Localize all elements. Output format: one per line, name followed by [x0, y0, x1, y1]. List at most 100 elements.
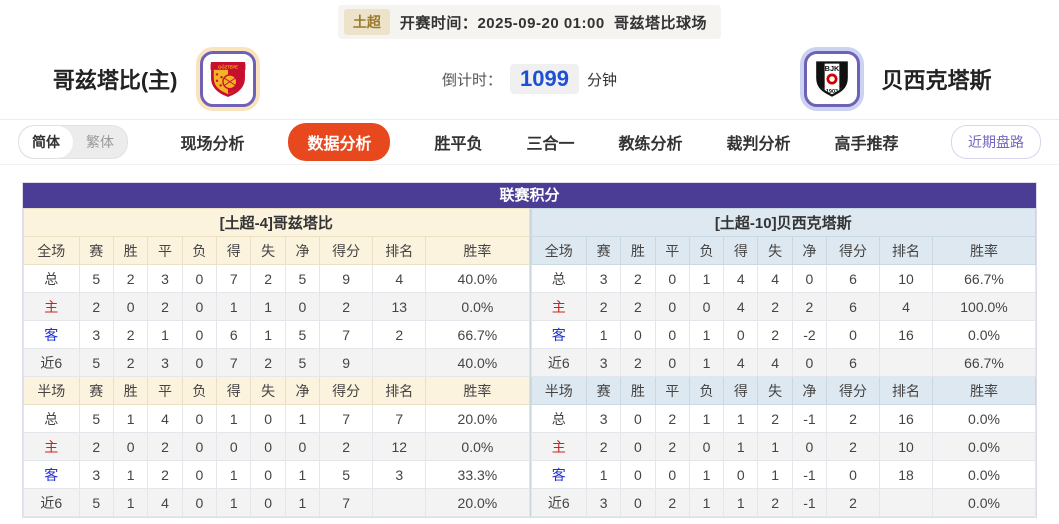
stat-cell: 1 — [216, 292, 252, 321]
stat-cell: 0 — [654, 320, 690, 349]
goztepe-crest-icon: GÖZTEPE — [210, 62, 245, 97]
stat-cell: 0 — [181, 292, 218, 321]
stat-cell: 胜率 — [932, 376, 1036, 405]
tab-5[interactable]: 裁判分析 — [726, 136, 791, 153]
match-header: 哥兹塔比(主) GÖZTEPE 倒计时： 1099 分钟 — [0, 39, 1059, 119]
row-label: 总 — [530, 404, 587, 433]
stat-cell: 5 — [284, 320, 321, 349]
row-label: 总 — [23, 404, 80, 433]
match-info-bar: 土超 开赛时间：2025-09-20 01:00 哥兹塔比球场 — [0, 0, 1059, 39]
row-label: 总 — [23, 264, 80, 293]
stat-cell: 2 — [78, 432, 114, 461]
half-time-data-row: 总 3 0 2 1 1 2 -1 2 16 0.0% — [530, 404, 1036, 433]
svg-text:GÖZTEPE: GÖZTEPE — [218, 64, 238, 69]
stat-cell: 5 — [78, 488, 114, 517]
row-label: 主 — [23, 432, 80, 461]
stat-cell: 得 — [216, 376, 252, 405]
stat-cell: 4 — [723, 348, 759, 377]
stat-cell — [879, 488, 933, 517]
stat-cell: 6 — [826, 348, 881, 377]
stat-cell: 2 — [654, 488, 690, 517]
stat-cell: 2 — [147, 432, 183, 461]
stat-cell: 0 — [826, 320, 881, 349]
row-label: 半场 — [530, 376, 587, 405]
row-label: 客 — [530, 460, 587, 489]
stat-cell: 12 — [372, 432, 427, 461]
full-time-data-row: 客 1 0 0 1 0 2 -2 0 16 0.0% — [530, 320, 1036, 349]
stat-cell: 10 — [879, 264, 933, 293]
row-label: 主 — [530, 432, 587, 461]
stat-cell: 0 — [181, 432, 218, 461]
stat-cell: 0 — [284, 432, 321, 461]
stat-cell: 平 — [654, 236, 690, 265]
stat-cell: 胜 — [112, 376, 149, 405]
stat-cell: 得分 — [826, 376, 881, 405]
stat-cell: 16 — [879, 320, 933, 349]
stat-cell: 1 — [688, 460, 725, 489]
half-time-data-row: 主 2 0 2 0 1 1 0 2 10 0.0% — [530, 432, 1036, 461]
stat-cell: 7 — [372, 404, 427, 433]
full-time-data-row: 主 2 0 2 0 1 1 0 2 13 0.0% — [23, 292, 530, 321]
stat-cell: 1 — [688, 320, 725, 349]
stat-cell: 16 — [879, 404, 933, 433]
stat-cell: 2 — [250, 264, 286, 293]
stat-cell: 负 — [688, 376, 725, 405]
stat-cell: 赛 — [585, 236, 622, 265]
tab-2[interactable]: 胜平负 — [434, 136, 483, 153]
stat-cell: 7 — [216, 348, 252, 377]
league-badge[interactable]: 土超 — [343, 9, 390, 35]
stat-cell: 6 — [826, 292, 881, 321]
stat-cell: 9 — [319, 348, 374, 377]
lang-traditional-toggle[interactable]: 繁体 — [86, 134, 114, 150]
stat-cell: 平 — [147, 376, 183, 405]
home-team-name: 哥兹塔比(主) — [52, 68, 178, 93]
stat-cell: 2 — [826, 404, 881, 433]
stat-cell: 0 — [620, 404, 656, 433]
stat-cell — [879, 348, 933, 377]
stat-cell: 3 — [78, 320, 114, 349]
row-label: 近6 — [23, 348, 80, 377]
row-label: 客 — [530, 320, 587, 349]
stat-cell: 40.0% — [425, 348, 530, 377]
stat-cell: 40.0% — [425, 264, 530, 293]
stat-cell: 赛 — [78, 376, 114, 405]
tab-4[interactable]: 教练分析 — [618, 136, 683, 153]
tab-3[interactable]: 三合一 — [526, 136, 575, 153]
tab-6[interactable]: 高手推荐 — [834, 136, 899, 153]
stat-cell: 净 — [284, 236, 321, 265]
row-label: 全场 — [23, 236, 80, 265]
stat-cell: 2 — [826, 488, 881, 517]
stat-cell: 负 — [181, 236, 218, 265]
row-label: 总 — [530, 264, 587, 293]
home-table-title: [土超-4]哥兹塔比 — [23, 208, 530, 237]
kickoff-info: 开赛时间：2025-09-20 01:00 哥兹塔比球场 — [400, 12, 707, 33]
recent-odds-button[interactable]: 近期盘路 — [951, 125, 1041, 159]
stat-cell: 13 — [372, 292, 427, 321]
stat-cell: 4 — [879, 292, 933, 321]
stat-cell: -1 — [791, 460, 828, 489]
stat-cell: 1 — [757, 432, 793, 461]
stat-cell: 2 — [585, 432, 622, 461]
stat-cell: 0.0% — [932, 432, 1036, 461]
stat-cell: 1 — [585, 460, 622, 489]
tab-1-active[interactable]: 数据分析 — [288, 123, 391, 161]
row-label: 全场 — [530, 236, 587, 265]
countdown-unit: 分钟 — [586, 71, 617, 89]
stat-cell: 得分 — [319, 236, 374, 265]
stat-cell: 5 — [78, 404, 114, 433]
stat-cell: 0 — [723, 460, 759, 489]
stat-cell: 0 — [688, 432, 725, 461]
home-team-logo: GÖZTEPE — [195, 47, 260, 111]
lang-simplified-toggle[interactable]: 简体 — [19, 126, 73, 158]
home-team-block: 哥兹塔比(主) GÖZTEPE — [40, 47, 400, 111]
tab-0[interactable]: 现场分析 — [180, 136, 245, 153]
stat-cell: 排名 — [372, 236, 427, 265]
stat-cell: 1 — [757, 460, 793, 489]
stat-cell: 0 — [620, 488, 656, 517]
countdown: 倒计时： 1099 分钟 — [400, 64, 660, 94]
stat-cell: 7 — [319, 404, 374, 433]
stat-cell: 1 — [723, 432, 759, 461]
stat-cell: 33.3% — [425, 460, 530, 489]
stat-cell: 2 — [78, 292, 114, 321]
stat-cell: 20.0% — [425, 488, 530, 517]
